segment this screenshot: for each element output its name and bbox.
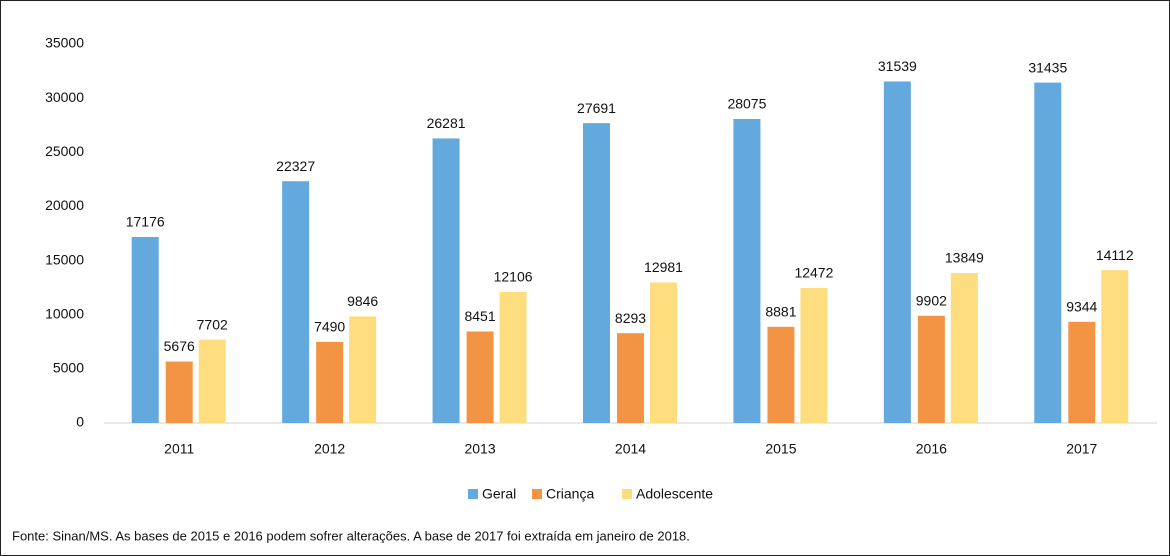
data-label: 8293 bbox=[615, 310, 646, 326]
legend-label: Geral bbox=[482, 486, 516, 502]
bar bbox=[1068, 321, 1096, 423]
data-label: 26281 bbox=[427, 115, 466, 131]
bar bbox=[883, 81, 911, 423]
y-tick-label: 35000 bbox=[45, 35, 84, 51]
bar bbox=[617, 333, 644, 423]
data-label: 14112 bbox=[1096, 247, 1134, 263]
bar bbox=[1101, 270, 1129, 423]
source-note: Fonte: Sinan/MS. As bases de 2015 e 2016… bbox=[12, 528, 690, 543]
data-label: 31539 bbox=[878, 58, 917, 74]
bar bbox=[131, 237, 159, 423]
x-tick-label: 2016 bbox=[916, 441, 947, 457]
data-label: 31435 bbox=[1028, 59, 1067, 75]
data-label: 7490 bbox=[314, 319, 345, 335]
data-label: 22327 bbox=[276, 158, 315, 174]
x-tick-label: 2015 bbox=[765, 441, 796, 457]
y-tick-label: 10000 bbox=[45, 305, 84, 321]
data-label: 8451 bbox=[464, 308, 495, 324]
bar bbox=[917, 315, 945, 423]
data-label: 8881 bbox=[765, 304, 796, 320]
data-label: 9846 bbox=[347, 293, 378, 309]
y-tick-label: 15000 bbox=[45, 251, 84, 267]
data-label: 5676 bbox=[164, 338, 195, 354]
y-tick-label: 30000 bbox=[45, 89, 84, 105]
y-tick-label: 25000 bbox=[45, 143, 84, 159]
data-label: 9902 bbox=[916, 292, 947, 308]
bar bbox=[767, 326, 795, 423]
bar bbox=[432, 138, 460, 423]
legend-swatch bbox=[532, 489, 542, 499]
bar bbox=[733, 118, 761, 423]
bar bbox=[1034, 82, 1062, 424]
bar bbox=[650, 282, 677, 423]
bar bbox=[165, 361, 193, 423]
data-label: 12981 bbox=[644, 259, 683, 275]
data-label: 9344 bbox=[1066, 299, 1097, 315]
y-tick-label: 20000 bbox=[45, 197, 84, 213]
legend-swatch bbox=[468, 489, 478, 499]
x-tick-label: 2012 bbox=[314, 441, 345, 457]
bar bbox=[499, 291, 527, 423]
legend-label: Criança bbox=[546, 486, 594, 502]
y-tick-label: 0 bbox=[76, 414, 84, 430]
y-tick-label: 5000 bbox=[53, 360, 84, 376]
data-label: 17176 bbox=[126, 214, 165, 230]
data-label: 28075 bbox=[727, 96, 766, 112]
data-label: 12106 bbox=[494, 269, 533, 285]
bar bbox=[198, 339, 226, 423]
bar bbox=[282, 181, 310, 423]
x-tick-label: 2014 bbox=[615, 441, 646, 457]
legend-label: Adolescente bbox=[636, 486, 713, 502]
data-label: 7702 bbox=[197, 316, 228, 332]
data-label: 27691 bbox=[577, 100, 616, 116]
bar bbox=[466, 331, 494, 423]
bar bbox=[316, 341, 344, 423]
x-tick-label: 2017 bbox=[1066, 441, 1097, 457]
data-label: 13849 bbox=[945, 250, 984, 266]
bar bbox=[349, 316, 377, 423]
bar bbox=[950, 273, 978, 423]
legend-swatch bbox=[622, 489, 632, 499]
bar bbox=[800, 287, 828, 423]
bar bbox=[583, 123, 610, 423]
x-tick-label: 2011 bbox=[164, 441, 194, 457]
data-label: 12472 bbox=[794, 265, 833, 281]
x-tick-label: 2013 bbox=[464, 441, 495, 457]
